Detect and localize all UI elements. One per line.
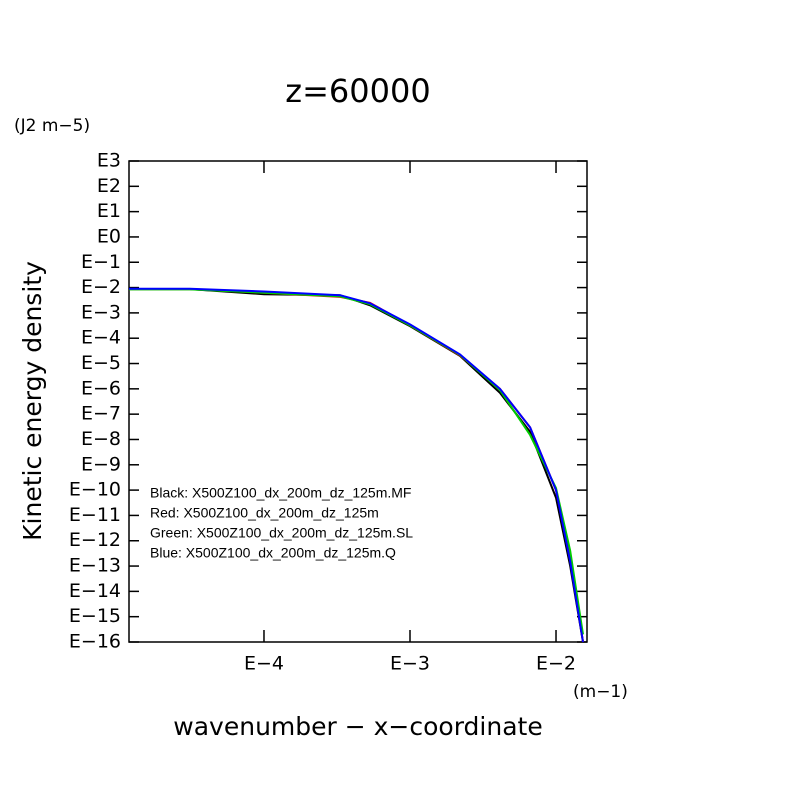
legend-entry: Black: X500Z100_dx_200m_dz_125m.MF [150,485,411,501]
y-tick-label: E−7 [81,403,121,425]
y-tick-label: E−11 [69,504,121,526]
y-tick-label: E−16 [69,631,121,653]
x-tick-label: E−2 [536,653,576,675]
y-tick-label: E−12 [69,529,121,551]
plot-frame [128,160,588,643]
y-tick-label: E−15 [69,605,121,627]
series-line [129,287,584,643]
chart-title: z=60000 [285,72,430,110]
y-tick-label: E−2 [81,276,121,298]
series-line [129,288,584,635]
y-tick-label: E−6 [81,377,121,399]
y-unit: (J2 m−5) [14,116,90,136]
y-tick-label: E3 [97,150,121,172]
y-tick-label: E−8 [81,428,121,450]
y-tick-label: E−13 [69,555,121,577]
y-tick-label: E−5 [81,352,121,374]
y-tick-label: E−9 [81,453,121,475]
y-axis-label: Kinetic energy density [18,261,47,541]
legend-entry: Red: X500Z100_dx_200m_dz_125m [150,505,379,521]
y-tick-label: E−4 [81,327,121,349]
y-tick-label: E−14 [69,580,121,602]
series-line [129,288,584,643]
x-axis-label: wavenumber − x−coordinate [173,712,542,741]
y-tick-label: E−3 [81,301,121,323]
x-unit: (m−1) [573,682,628,702]
y-tick-label: E2 [97,175,121,197]
y-tick-label: E1 [97,200,121,222]
legend-entry: Blue: X500Z100_dx_200m_dz_125m.Q [150,545,396,561]
y-tick-label: E−10 [69,479,121,501]
series-line [129,288,584,643]
legend-entry: Green: X500Z100_dx_200m_dz_125m.SL [150,525,413,541]
y-tick-label: E0 [97,225,121,247]
x-tick-label: E−3 [390,653,430,675]
x-tick-label: E−4 [244,653,284,675]
y-tick-label: E−1 [81,251,121,273]
